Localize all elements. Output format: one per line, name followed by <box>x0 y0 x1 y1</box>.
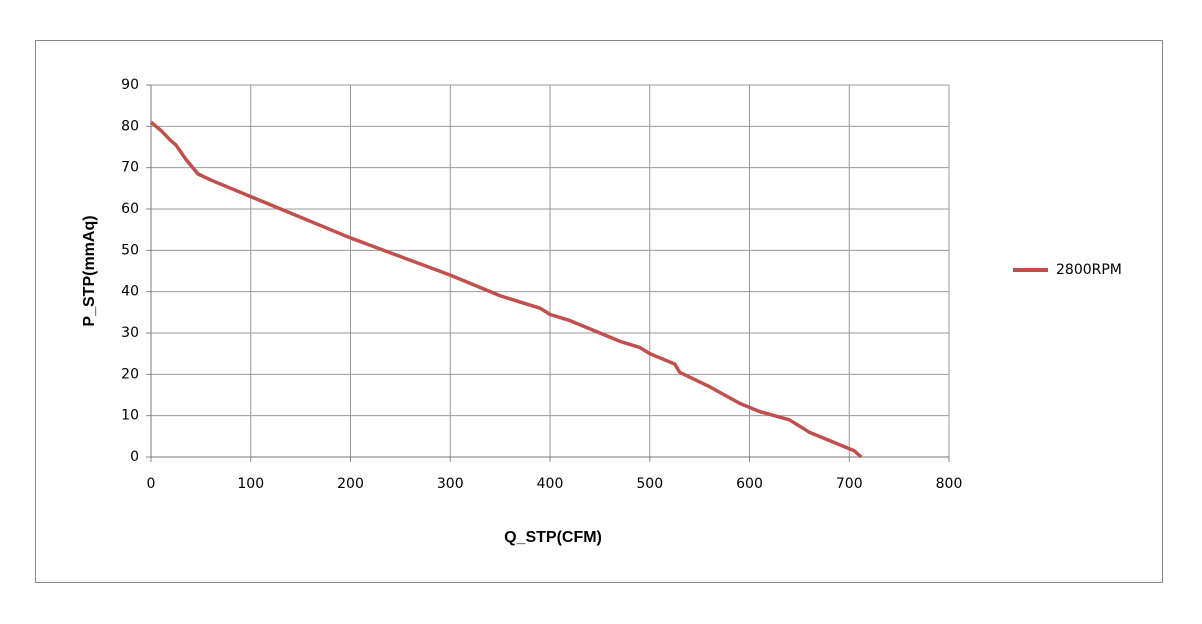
y-tick-label: 40 <box>121 284 139 300</box>
y-tick-label: 30 <box>121 325 139 341</box>
data-line <box>149 120 863 459</box>
x-tick-label: 100 <box>237 476 264 492</box>
y-tick-label: 10 <box>121 408 139 424</box>
x-axis-title: Q_STP(CFM) <box>504 529 602 546</box>
y-tick-label: 50 <box>121 242 139 258</box>
y-tick-label: 60 <box>121 201 139 217</box>
x-tick-label: 600 <box>736 476 763 492</box>
x-tick-label: 200 <box>337 476 364 492</box>
y-tick-label: 0 <box>130 449 139 465</box>
x-tick-label: 500 <box>636 476 663 492</box>
y-tick-label: 70 <box>121 160 139 176</box>
y-tick-label: 90 <box>121 77 139 93</box>
legend-label: 2800RPM <box>1056 262 1122 278</box>
x-tick-label: 400 <box>537 476 564 492</box>
y-tick-label: 80 <box>121 118 139 134</box>
x-tick-label: 0 <box>147 476 156 492</box>
y-axis-title: P_STP(mmAq) <box>81 215 98 326</box>
x-tick-label: 300 <box>437 476 464 492</box>
x-tick-label: 700 <box>836 476 863 492</box>
x-tick-label: 800 <box>936 476 963 492</box>
y-tick-label: 20 <box>121 366 139 382</box>
chart-border <box>35 40 1163 583</box>
